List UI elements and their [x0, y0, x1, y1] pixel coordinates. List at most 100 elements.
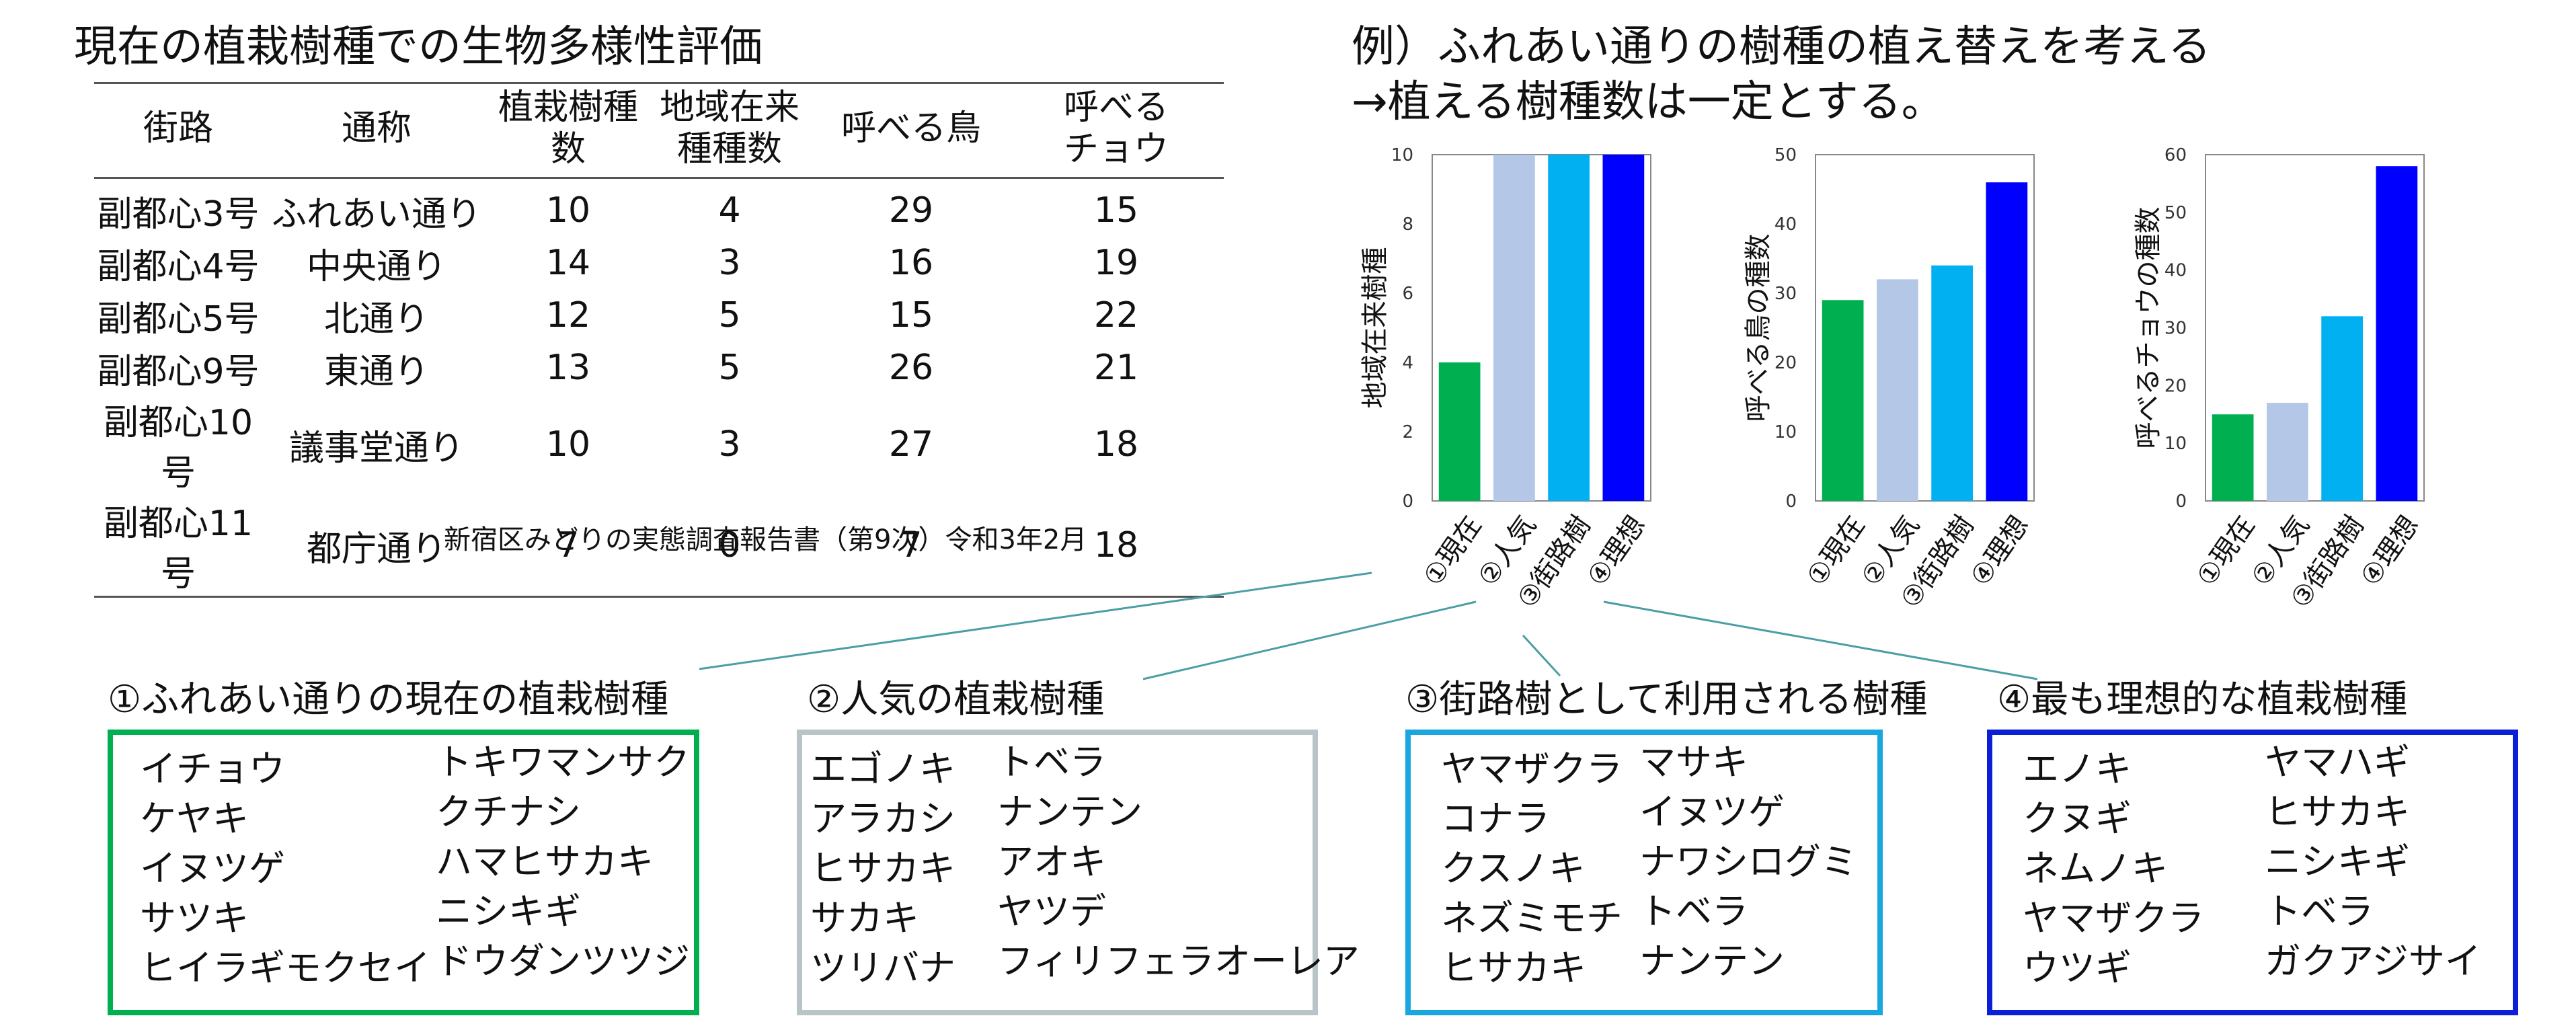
- category-label: ④理想: [1582, 510, 1651, 592]
- plot-frame: [1432, 154, 1651, 502]
- y-tick-label: 40: [1774, 214, 1797, 235]
- species-column-right: マサキ イヌツゲ ナワシログミ トベラ ナンテン: [1639, 738, 1857, 986]
- table-row: 副都心11号 都庁通り 7 0 7 18: [94, 495, 1224, 597]
- cell-birds: 29: [888, 190, 934, 231]
- species-name: ヒサカキ: [810, 847, 955, 890]
- species-name: ナンテン: [997, 791, 1142, 833]
- category-label: ④理想: [2355, 510, 2425, 592]
- cell-birds: 27: [888, 424, 934, 465]
- species-name: フィリフェラオーレア: [997, 940, 1360, 982]
- species-box-street-tree: ヤマザクラ コナラ クスノキ ネズミモチ ヒサカキ マサキ イヌツゲ ナワシログミ トベラ ナンテ…: [1405, 730, 1883, 1015]
- cell-native: 4: [718, 190, 741, 231]
- bar: [1822, 300, 1864, 501]
- cell-planted: 10: [545, 424, 591, 465]
- header-planted-species: 植栽樹種数: [498, 87, 638, 169]
- cell-native: 0: [718, 525, 741, 565]
- table-row: 副都心5号 北通り 12 5 15 22: [94, 289, 1224, 342]
- species-column-left: ヤマザクラ コナラ クスノキ ネズミモチ ヒサカキ: [1441, 744, 1623, 993]
- species-name: トベラ: [1639, 890, 1748, 933]
- cell-nickname: ふれあい通り: [271, 194, 481, 235]
- y-tick-label: 8: [1402, 214, 1413, 235]
- species-name: トベラ: [2265, 890, 2374, 933]
- y-tick-label: 10: [2164, 434, 2187, 454]
- y-tick-label: 50: [1774, 145, 1797, 165]
- table-row: 副都心10号 議事堂通り 10 3 27 18: [94, 394, 1224, 495]
- species-name: ツリバナ: [810, 947, 955, 989]
- y-axis-label: 呼べる鳥の種数: [1743, 234, 1774, 422]
- cell-street: 副都心10号: [103, 403, 253, 494]
- species-name: ナンテン: [1639, 940, 1785, 982]
- cell-nickname: 都庁通り: [306, 528, 446, 570]
- table-title: 現在の植栽樹種での生物多様性評価: [74, 22, 763, 72]
- box-title-ideal: ④最も理想的な植栽樹種: [1997, 678, 2408, 721]
- y-tick-label: 0: [2175, 492, 2187, 512]
- species-name: ヤマハギ: [2265, 741, 2410, 783]
- y-tick-label: 4: [1402, 353, 1413, 373]
- species-name: トキワマンサク: [436, 741, 690, 783]
- species-name: イヌツゲ: [1639, 791, 1785, 833]
- species-column-left: イチョウケヤキイヌツゲサツキヒイラギモクセイ: [140, 744, 430, 993]
- cell-street: 副都心5号: [97, 299, 260, 340]
- bar: [1986, 182, 2028, 501]
- cell-nickname: 東通り: [323, 351, 429, 392]
- cell-street: 副都心11号: [103, 504, 253, 594]
- cell-birds: 26: [888, 348, 934, 388]
- species-box-ideal: エノキ クヌギ ネムノキ ヤマザクラ ウツギ ヤマハギ ヒサカキ ニシキギ トベラ ガクアジサイ: [1987, 730, 2518, 1015]
- species-name: クチナシ: [436, 791, 581, 833]
- species-box-current: イチョウ ケヤキ イヌツゲ サツキ ヒイラギモクセイ トキワマンサク クチナシ ハマヒサカキニ…: [108, 730, 699, 1015]
- table-row: 副都心3号 ふれあい通り 10 4 29 15: [94, 178, 1224, 237]
- species-column-right: トベラ ナンテン アオキ ヤツデ フィリフェラオーレア: [997, 738, 1360, 986]
- example-subtitle: →植える樹種数は一定とする。: [1352, 77, 1945, 127]
- survey-table: 街路 通称 植栽樹種数 地域在来 種種数 呼べる鳥 呼べる チョウ 副都心3号 ふれあ…: [94, 82, 1224, 598]
- cell-butterflies: 18: [1093, 525, 1139, 565]
- y-tick-label: 60: [2164, 145, 2187, 165]
- cell-native: 3: [718, 243, 741, 283]
- species-name: エゴノキ: [810, 748, 955, 790]
- cell-birds: 16: [888, 243, 934, 283]
- cell-planted: 14: [545, 243, 591, 283]
- header-street: 街路: [143, 108, 213, 149]
- bar: [1438, 362, 1481, 501]
- species-name: ガクアジサイ: [2265, 940, 2481, 982]
- species-name: イチョウ: [140, 748, 285, 790]
- category-label: ①現在: [1801, 510, 1871, 592]
- table-row: 副都心4号 中央通り 14 3 16 19: [94, 237, 1224, 289]
- category-label: ④理想: [1965, 510, 2035, 592]
- plot-frame: [1815, 154, 2035, 502]
- species-name: サツキ: [140, 897, 249, 939]
- bar: [1602, 155, 1645, 501]
- bar: [1548, 155, 1590, 501]
- plot-frame: [2205, 154, 2425, 502]
- species-name: クスノキ: [1441, 847, 1586, 890]
- source-citation: 新宿区みどりの実態調査報告書（第9次）令和3年2月: [444, 524, 1087, 555]
- species-name: クヌギ: [2023, 797, 2132, 840]
- y-tick-label: 20: [1774, 353, 1797, 373]
- cell-butterflies: 19: [1093, 243, 1139, 283]
- header-nickname: 通称: [341, 108, 412, 149]
- cell-nickname: 中央通り: [306, 246, 446, 287]
- species-column-left: エノキ クヌギ ネムノキ ヤマザクラ ウツギ: [2023, 744, 2204, 993]
- y-tick-label: 50: [2164, 203, 2187, 223]
- cell-street: 副都心9号: [97, 351, 260, 392]
- species-name: ニシキギ: [2265, 840, 2410, 883]
- species-name: イヌツゲ: [140, 847, 285, 890]
- bar: [2267, 403, 2308, 501]
- species-name: ハマヒサカキ: [436, 840, 654, 883]
- species-column-left: エゴノキ アラカシ ヒサカキ サカキ ツリバナ: [810, 744, 955, 993]
- bar: [1931, 265, 1973, 501]
- y-axis-label: 地域在来樹種: [1360, 247, 1391, 409]
- cell-butterflies: 15: [1093, 190, 1139, 231]
- species-name: トベラ: [997, 741, 1106, 783]
- species-name: サカキ: [810, 897, 919, 939]
- cell-butterflies: 21: [1093, 348, 1139, 388]
- species-name: ヒイラギモクセイ: [140, 947, 430, 989]
- bar: [2321, 316, 2363, 501]
- species-name: マサキ: [1639, 741, 1748, 783]
- species-name: ヒサカキ: [1441, 947, 1586, 989]
- cell-street: 副都心4号: [97, 246, 260, 287]
- box-title-current: ①ふれあい通りの現在の植栽樹種: [108, 678, 669, 721]
- species-name: ケヤキ: [140, 797, 249, 840]
- cell-planted: 13: [545, 348, 591, 388]
